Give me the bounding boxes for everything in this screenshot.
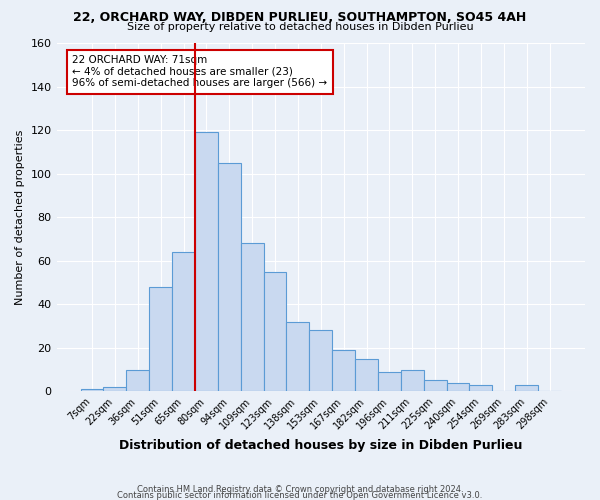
Bar <box>378 372 401 392</box>
Bar <box>355 358 378 392</box>
Bar <box>401 370 424 392</box>
Bar <box>149 287 172 392</box>
Bar <box>263 272 286 392</box>
Bar <box>310 330 332 392</box>
Bar <box>103 387 127 392</box>
Y-axis label: Number of detached properties: Number of detached properties <box>15 130 25 305</box>
Text: 22 ORCHARD WAY: 71sqm
← 4% of detached houses are smaller (23)
96% of semi-detac: 22 ORCHARD WAY: 71sqm ← 4% of detached h… <box>73 55 328 88</box>
Bar <box>127 370 149 392</box>
Bar <box>218 162 241 392</box>
Bar <box>469 385 493 392</box>
Bar <box>332 350 355 392</box>
Bar <box>424 380 446 392</box>
Text: Size of property relative to detached houses in Dibden Purlieu: Size of property relative to detached ho… <box>127 22 473 32</box>
X-axis label: Distribution of detached houses by size in Dibden Purlieu: Distribution of detached houses by size … <box>119 440 523 452</box>
Text: 22, ORCHARD WAY, DIBDEN PURLIEU, SOUTHAMPTON, SO45 4AH: 22, ORCHARD WAY, DIBDEN PURLIEU, SOUTHAM… <box>73 11 527 24</box>
Bar <box>241 244 263 392</box>
Text: Contains HM Land Registry data © Crown copyright and database right 2024.: Contains HM Land Registry data © Crown c… <box>137 484 463 494</box>
Bar <box>515 385 538 392</box>
Bar <box>172 252 195 392</box>
Bar <box>195 132 218 392</box>
Bar <box>80 389 103 392</box>
Bar <box>286 322 310 392</box>
Bar <box>446 382 469 392</box>
Text: Contains public sector information licensed under the Open Government Licence v3: Contains public sector information licen… <box>118 490 482 500</box>
